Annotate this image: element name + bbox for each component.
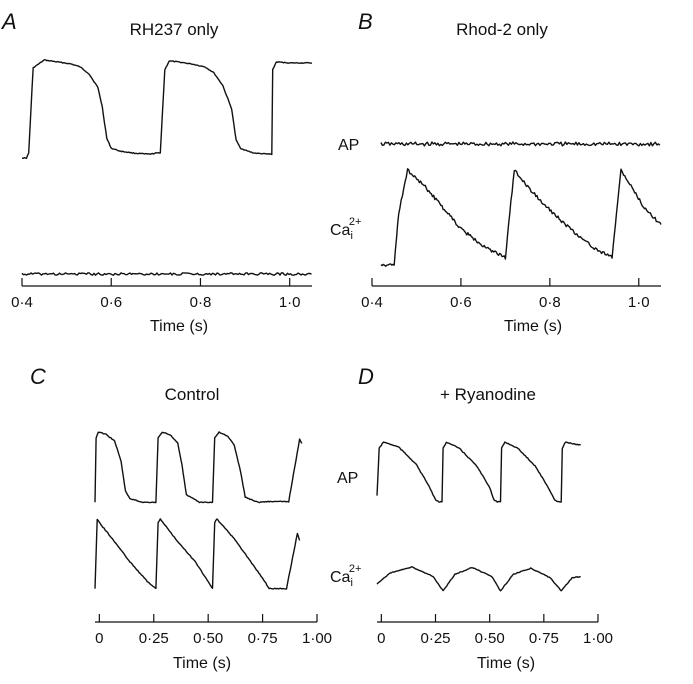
panel-c-x-tick-label: 0 (95, 630, 103, 647)
panel-d-cai-label-sub: i (350, 577, 352, 589)
panel-b-x-tick-label: 0·4 (361, 294, 383, 311)
panel-letter-c: C (30, 364, 46, 389)
panel-b-x-tick-label: 1·0 (628, 294, 650, 311)
panel-b-cai-label-base: Ca (330, 222, 351, 239)
panel-d-x-axis-title: Time (s) (477, 655, 535, 672)
panel-b: B Rhod-2 only AP Cai 2+ 0·4 0·6 0·8 1·0 Time… (330, 9, 662, 335)
panel-a: A RH237 only 0·4 0·6 0·8 1·0 Time (s) (0, 9, 313, 335)
panel-letter-b: B (358, 9, 373, 34)
panel-a-trace-1 (22, 59, 313, 159)
panel-a-x-tick-label: 0·6 (100, 294, 122, 311)
panel-letter-a: A (0, 9, 17, 34)
panel-c-axis: 0 0·25 0·50 0·75 1·00 (95, 614, 332, 647)
panel-d-axis: 0 0·25 0·50 0·75 1·00 (377, 614, 613, 647)
panel-a-traces (21, 59, 313, 276)
panel-a-axis: 0·4 0·6 0·8 1·0 (11, 278, 312, 311)
panel-c-x-tick-label: 0·50 (193, 630, 223, 647)
panel-d-trace-2 (376, 566, 581, 592)
panel-c-x-tick-label: 0·25 (139, 630, 169, 647)
panel-a-x-tick-label: 1·0 (279, 294, 301, 311)
panel-a-title: RH237 only (130, 20, 219, 39)
panel-d: D + Ryanodine AP Cai 2+ 0 0·25 0·50 0·75 1·00… (330, 364, 613, 672)
panel-b-trace-1 (380, 141, 661, 147)
panel-d-cai-label-base: Ca (330, 569, 351, 586)
panel-a-x-tick-label: 0·8 (190, 294, 212, 311)
panel-b-title: Rhod-2 only (456, 20, 548, 39)
panel-b-x-tick-label: 0·8 (539, 294, 561, 311)
panel-c: C Control 0 0·25 0·50 0·75 1·00 Time (s) (30, 364, 332, 672)
panel-c-trace-1 (94, 431, 303, 504)
panel-d-cai-label-sup: 2+ (349, 563, 362, 575)
panel-d-x-tick-label: 0·25 (420, 630, 450, 647)
panel-a-x-axis-title: Time (s) (150, 318, 208, 335)
panel-b-trace-2 (380, 168, 662, 267)
panel-a-x-tick-label: 0·4 (11, 294, 33, 311)
panel-b-ap-label: AP (338, 137, 359, 154)
panel-b-x-tick-label: 0·6 (450, 294, 472, 311)
panel-b-cai-label-sub: i (350, 230, 352, 242)
panel-d-title: + Ryanodine (440, 385, 536, 404)
panel-b-cai-label-sup: 2+ (349, 216, 362, 228)
panel-d-x-tick-label: 0·50 (475, 630, 505, 647)
panel-b-axis: 0·4 0·6 0·8 1·0 (361, 278, 661, 311)
panel-d-traces (376, 441, 581, 592)
panel-b-cai-label: Cai 2+ (330, 216, 361, 242)
panel-a-trace-2 (21, 272, 312, 276)
panel-b-traces (380, 141, 662, 267)
panel-d-cai-label: Cai 2+ (330, 563, 361, 589)
panel-d-x-tick-label: 1·00 (583, 630, 613, 647)
panel-c-traces (94, 431, 303, 590)
panel-d-trace-1 (376, 441, 581, 503)
panel-d-x-tick-label: 0·75 (529, 630, 559, 647)
panel-letter-d: D (358, 364, 374, 389)
panel-c-x-tick-label: 1·00 (302, 630, 332, 647)
panel-d-ap-label: AP (337, 470, 358, 487)
panel-b-x-axis-title: Time (s) (504, 318, 562, 335)
panel-c-x-tick-label: 0·75 (248, 630, 278, 647)
panel-c-title: Control (165, 385, 220, 404)
panel-c-x-axis-title: Time (s) (173, 655, 231, 672)
panel-d-x-tick-label: 0 (377, 630, 385, 647)
panel-c-trace-2 (94, 518, 301, 590)
